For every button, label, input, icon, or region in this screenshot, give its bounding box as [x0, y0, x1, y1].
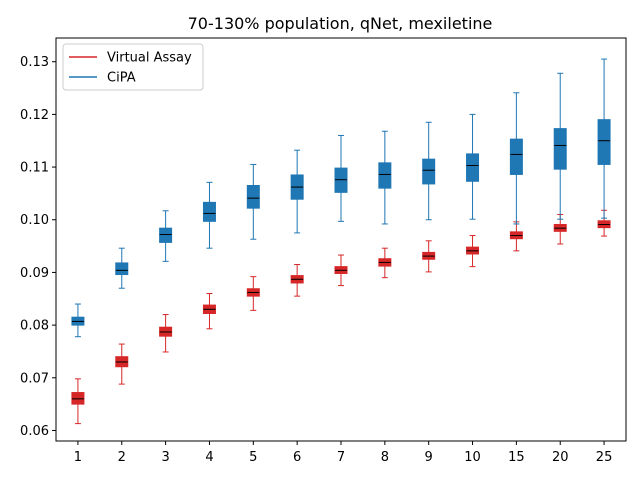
y-tick-label: 0.08 [20, 319, 49, 334]
box-iqr [334, 167, 348, 193]
box-iqr [597, 119, 611, 165]
box-iqr [115, 262, 129, 276]
plot-area [55, 37, 627, 442]
box-iqr [466, 153, 480, 182]
box-iqr [202, 201, 216, 222]
x-tick-label: 25 [596, 450, 613, 465]
box-1-7 [334, 254, 348, 287]
x-tick-label: 20 [552, 450, 569, 465]
x-tick-label: 9 [425, 450, 433, 465]
x-tick-label: 4 [205, 450, 213, 465]
x-tick-label: 7 [337, 450, 345, 465]
y-tick-label: 0.06 [20, 424, 49, 439]
y-tick-label: 0.12 [20, 108, 49, 123]
x-tick-label: 3 [161, 450, 169, 465]
box-2-5 [246, 163, 260, 240]
box-2-2 [115, 247, 129, 289]
box-2-1 [71, 303, 85, 338]
box-1-5 [246, 276, 260, 311]
box-2-20 [553, 72, 567, 220]
x-tick-label: 15 [508, 450, 525, 465]
box-1-2 [115, 343, 129, 385]
legend-label: Virtual Assay [107, 51, 192, 66]
legend: Virtual Assay CiPA [62, 43, 204, 91]
box-1-9 [422, 240, 436, 273]
box-iqr [378, 162, 392, 189]
y-tick-label: 0.09 [20, 266, 49, 281]
y-tick-label: 0.11 [20, 161, 49, 176]
box-iqr [553, 128, 567, 170]
box-2-4 [202, 181, 216, 249]
y-tick-label: 0.10 [20, 213, 49, 228]
box-2-15 [509, 92, 523, 225]
series-2-boxes [71, 58, 611, 338]
box-2-8 [378, 130, 392, 225]
x-axis: 1 2 3 4 5 6 7 8 9 10 15 20 25 [74, 441, 613, 465]
x-tick-label: 10 [464, 450, 481, 465]
x-tick-label: 2 [118, 450, 126, 465]
box-iqr [422, 158, 436, 185]
box-2-9 [422, 121, 436, 221]
box-iqr [71, 392, 85, 405]
legend-box [62, 43, 204, 91]
box-2-3 [159, 210, 173, 262]
x-tick-label: 6 [293, 450, 301, 465]
box-iqr [509, 138, 523, 175]
y-axis: 0.06 0.07 0.08 0.09 0.10 0.11 0.12 0.13 [20, 55, 56, 439]
box-1-6 [290, 264, 304, 297]
y-tick-label: 0.13 [20, 55, 49, 70]
x-tick-label: 5 [249, 450, 257, 465]
box-1-3 [159, 314, 173, 353]
box-1-10 [466, 235, 480, 268]
x-tick-label: 1 [74, 450, 82, 465]
box-1-4 [202, 292, 216, 330]
y-tick-label: 0.07 [20, 371, 49, 386]
x-tick-label: 8 [381, 450, 389, 465]
chart-title: 70-130% population, qNet, mexiletine [188, 14, 493, 33]
box-2-6 [290, 149, 304, 234]
box-2-25 [597, 58, 611, 219]
box-iqr [159, 227, 173, 243]
box-2-10 [466, 113, 480, 220]
box-1-1 [71, 378, 85, 425]
box-iqr [246, 185, 260, 209]
legend-label: CiPA [107, 71, 136, 86]
box-1-8 [378, 247, 392, 279]
box-2-7 [334, 134, 348, 222]
